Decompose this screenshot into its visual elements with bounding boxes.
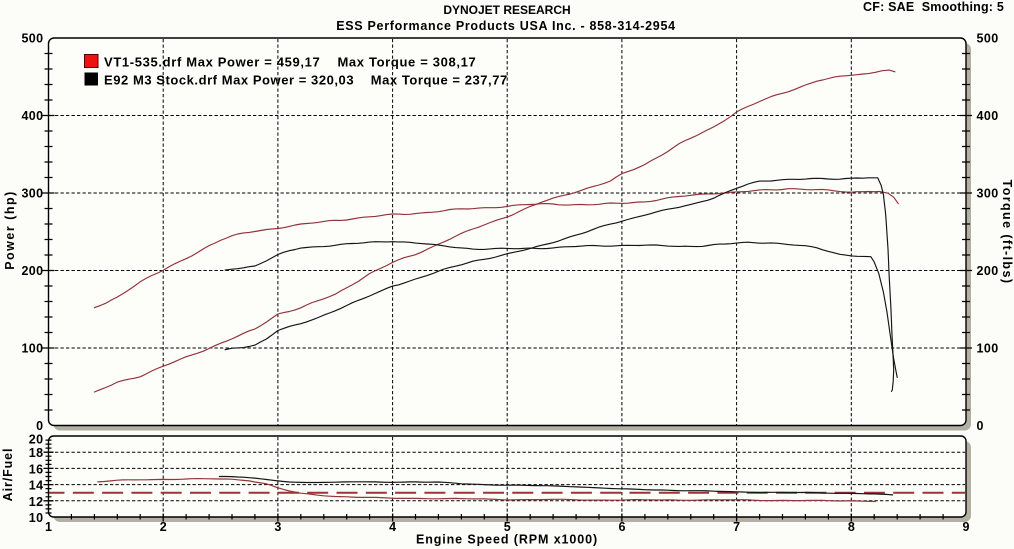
svg-text:12: 12	[29, 495, 44, 509]
svg-text:16: 16	[29, 462, 44, 476]
svg-text:10: 10	[29, 511, 44, 525]
svg-text:0: 0	[977, 419, 984, 433]
svg-text:500: 500	[977, 32, 999, 46]
svg-text:3: 3	[274, 520, 281, 534]
svg-text:200: 200	[977, 264, 999, 278]
svg-text:200: 200	[21, 264, 43, 278]
svg-text:20: 20	[29, 433, 44, 447]
svg-text:2: 2	[160, 520, 167, 534]
svg-text:300: 300	[21, 187, 43, 201]
svg-text:14: 14	[29, 479, 44, 493]
svg-text:5: 5	[504, 520, 511, 534]
svg-text:ESS Performance Products USA I: ESS Performance Products USA Inc. - 858-…	[336, 19, 676, 33]
svg-text:CF: SAE Smoothing: 5: CF: SAE Smoothing: 5	[863, 0, 1004, 14]
svg-text:4: 4	[389, 520, 396, 534]
svg-text:18: 18	[29, 446, 44, 460]
svg-text:E92 M3 Stock.drf Max Power = 3: E92 M3 Stock.drf Max Power = 320,03 Max …	[104, 73, 508, 88]
svg-text:0: 0	[36, 419, 43, 433]
svg-text:VT1-535.drf Max Power = 459,17: VT1-535.drf Max Power = 459,17 Max Torqu…	[104, 55, 476, 70]
svg-text:9: 9	[963, 520, 970, 534]
svg-text:1: 1	[45, 520, 52, 534]
svg-text:Air/Fuel: Air/Fuel	[1, 448, 15, 502]
svg-text:6: 6	[618, 520, 625, 534]
svg-text:Engine Speed (RPM x1000): Engine Speed (RPM x1000)	[416, 533, 598, 547]
svg-text:400: 400	[21, 109, 43, 123]
svg-text:Power (hp): Power (hp)	[3, 190, 17, 270]
svg-text:Torque (ft-lbs): Torque (ft-lbs)	[1000, 180, 1014, 285]
svg-text:7: 7	[733, 520, 740, 534]
svg-text:8: 8	[848, 520, 855, 534]
svg-text:300: 300	[977, 187, 999, 201]
svg-text:DYNOJET RESEARCH: DYNOJET RESEARCH	[443, 3, 570, 17]
svg-text:400: 400	[977, 109, 999, 123]
svg-text:100: 100	[977, 342, 999, 356]
svg-text:500: 500	[21, 32, 43, 46]
svg-text:100: 100	[21, 342, 43, 356]
